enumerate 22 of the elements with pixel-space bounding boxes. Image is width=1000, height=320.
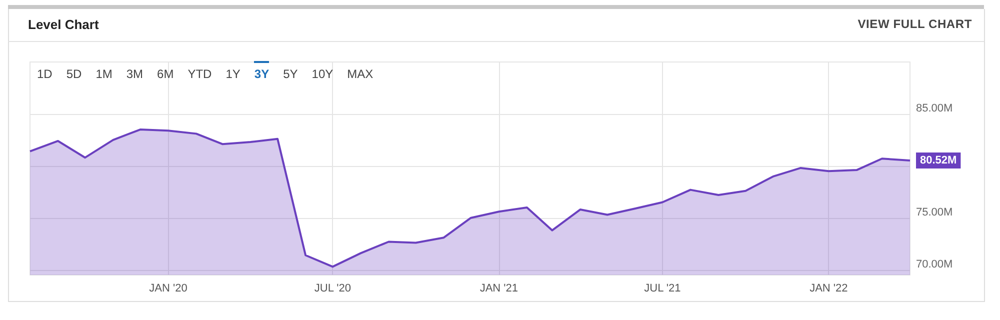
x-tick-label: JAN '20 bbox=[149, 282, 188, 294]
annotation: 5Y bbox=[283, 67, 298, 81]
y-tick-label: 75.00M bbox=[916, 206, 953, 218]
annotation: YTD bbox=[188, 67, 212, 81]
text: VIEW FULL CHART bbox=[858, 17, 972, 31]
x-tick-label: JUL '20 bbox=[314, 282, 351, 294]
annotation: 1M bbox=[96, 67, 112, 81]
annotation: 6M bbox=[157, 67, 174, 81]
x-tick-label: JUL '21 bbox=[644, 282, 681, 294]
annotation: 10Y bbox=[312, 67, 334, 81]
y-tick-label: 70.00M bbox=[916, 258, 953, 270]
annotation: 3M bbox=[126, 67, 144, 81]
chart-title: Level Chart bbox=[28, 17, 99, 32]
y-tick-label: 85.00M bbox=[916, 102, 953, 114]
x-tick-label: JAN '21 bbox=[480, 282, 518, 294]
x-tick-label: JAN '22 bbox=[810, 282, 848, 294]
annotation: 3Y bbox=[254, 67, 270, 81]
data-label: 80.52M bbox=[920, 154, 957, 166]
annotation: 1Y bbox=[226, 67, 240, 81]
annotation: 1D bbox=[37, 67, 52, 81]
annotation: 5D bbox=[66, 67, 82, 81]
annotation: MAX bbox=[347, 67, 374, 81]
